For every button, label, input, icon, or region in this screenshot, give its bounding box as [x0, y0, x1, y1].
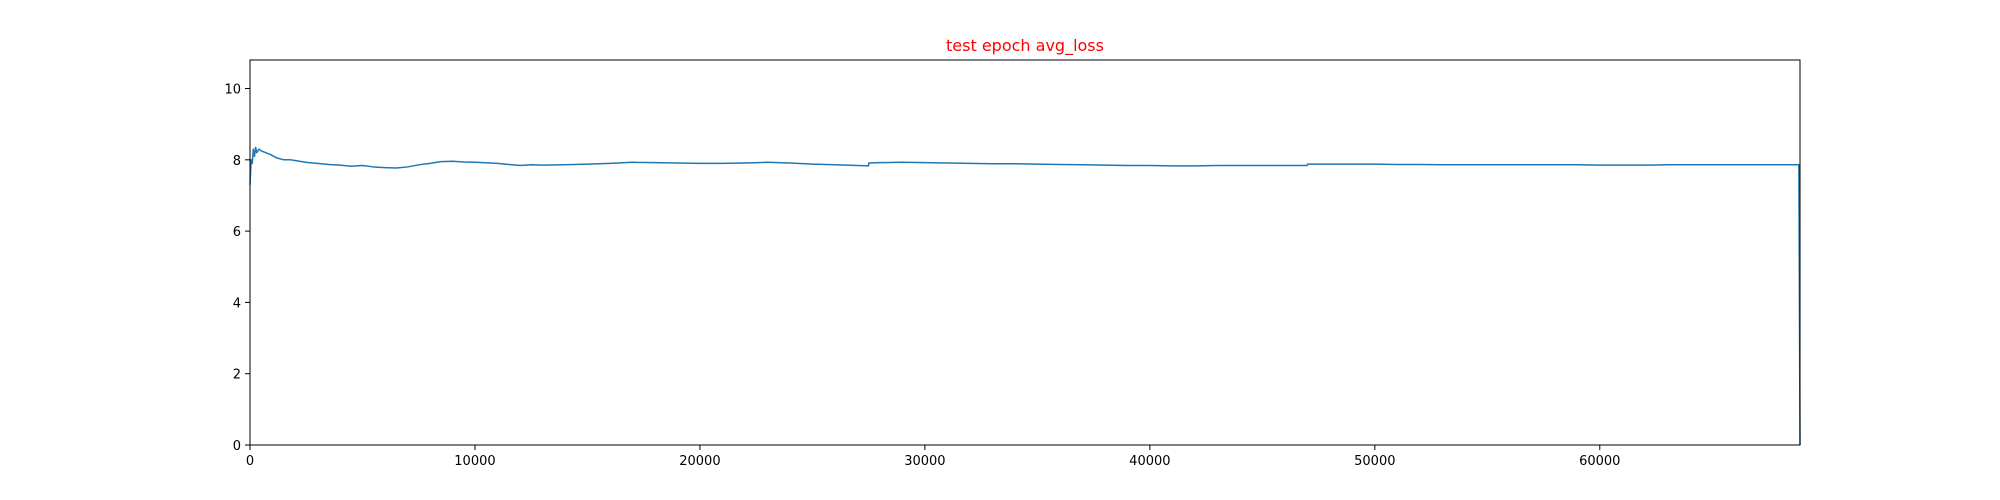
- axes-frame: [249, 59, 1801, 446]
- y-tick-label: 10: [224, 83, 241, 98]
- x-tick-label: 30000: [904, 454, 945, 469]
- x-tick-label: 50000: [1354, 454, 1395, 469]
- y-tick-label: 2: [233, 368, 241, 383]
- series-line: [249, 146, 1801, 446]
- y-tick-label: 4: [233, 296, 241, 311]
- x-tick-label: 20000: [679, 454, 720, 469]
- x-tick-label: 10000: [454, 454, 495, 469]
- chart-title: test epoch avg_loss: [946, 36, 1104, 56]
- axes: 0 10000 20000 30000 40000 50000 60000 0 2 4 6 8 10: [224, 59, 1801, 469]
- x-tick-label: 40000: [1129, 454, 1170, 469]
- plot-area: [249, 146, 1801, 446]
- x-tick-label: 60000: [1579, 454, 1620, 469]
- y-tick-label: 0: [233, 439, 241, 454]
- y-tick-label: 6: [233, 225, 241, 240]
- y-tick-label: 8: [233, 154, 241, 169]
- x-tick-label: 0: [246, 454, 254, 469]
